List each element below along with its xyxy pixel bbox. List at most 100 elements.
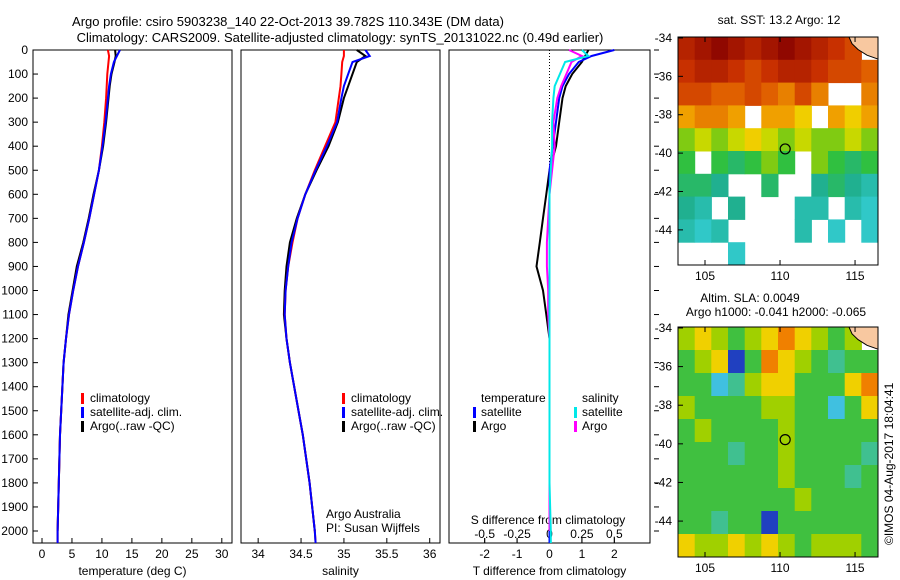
argo-australia-label: Argo Australia [326,507,401,521]
map-cell [744,396,762,420]
map-cell [794,327,812,351]
map-cell [678,105,696,129]
map-cell [744,373,762,397]
map-cell [711,419,729,443]
map-cell [728,419,746,443]
lon-tick-label: 115 [845,269,864,283]
map-cell [861,419,879,443]
map-cell [728,327,746,351]
legend-swatch [473,407,476,418]
series-line-salinity-satellite [548,49,591,543]
map-cell [761,373,779,397]
map-cell [828,396,846,420]
copyright-label: ©IMOS 04-Aug-2017 18:04:41 [882,382,896,545]
map-cell [811,534,829,558]
map-cell [744,488,762,512]
legend-label: climatology [351,391,411,405]
lat-tick-label: -44 [655,223,673,237]
map-cell [678,327,696,351]
map-cell [761,59,779,84]
pi-label: PI: Susan Wijffels [326,521,420,535]
map-cell [744,37,762,61]
map-cell [711,151,729,175]
y-tick-label: 500 [8,163,28,177]
map-cell [711,219,729,243]
map-cell [694,373,712,397]
map-cell [711,128,729,152]
y-tick-label: 900 [8,259,28,273]
lat-tick-label: -40 [655,437,673,451]
map-cell [711,396,729,420]
legend-swatch [81,421,84,432]
map-cell [711,465,729,489]
map-cell [794,442,812,466]
map-cell [828,37,846,61]
map-cell [861,534,879,558]
map-cell [828,419,846,443]
map-cell [811,82,829,106]
x-tick-label: 35.5 [375,547,399,561]
map-cell [694,488,712,512]
map-cell [844,105,862,129]
map-cell [778,151,796,175]
map-frame [677,326,879,558]
legend-swatch [574,407,577,418]
map-cell [861,82,879,106]
map-cell [711,534,729,558]
map-cell [728,196,746,220]
map-cell [794,373,812,397]
map-cell [728,442,746,466]
map-cell [811,128,829,152]
map-cell [678,173,696,198]
legend-header-temperature: temperature [481,391,546,405]
map-cell [844,59,862,84]
map-cell [744,534,762,558]
x-axis-label: temperature (deg C) [78,564,186,578]
map-cell [744,128,762,152]
map-cell [844,196,862,220]
map-cell [828,442,846,466]
map-cell [711,105,729,129]
map-cell [761,442,779,466]
map-cell [761,396,779,420]
map-cell [744,511,762,535]
map-cell [811,442,829,466]
map-cell [778,419,796,443]
map-cell [761,173,779,198]
map-cell [728,396,746,420]
map-cell [761,128,779,152]
x-tick-label: -2 [479,547,490,561]
legend-header-salinity: salinity [582,391,619,405]
map-cell [711,59,729,84]
map-cell [828,511,846,535]
lon-tick-label: 105 [695,269,715,283]
x-tick-label: 15 [125,547,139,561]
map-cell [744,82,762,106]
map-cell [794,219,812,243]
map-cell [744,442,762,466]
map-cell [844,128,862,152]
lat-tick-label: -40 [655,146,673,160]
map-cell [794,511,812,535]
map-cell [778,373,796,397]
map-cell [794,82,812,106]
map-cell [811,151,829,175]
map-cell [778,511,796,535]
map-cell [794,128,812,152]
y-tick-label: 2000 [1,524,28,538]
map-cell [728,350,746,374]
map-cell [761,82,779,106]
map-cell [711,327,729,351]
map-cell [861,173,879,198]
x-tick-label: 34.5 [289,547,313,561]
map-cell [694,82,712,106]
x-tick-label: 1 [579,547,586,561]
map-cell [811,488,829,512]
map-cell [828,350,846,374]
map-cell [861,442,879,466]
x-tick-label: 0 [39,547,46,561]
map-cell [694,128,712,152]
x-tick-label: 25 [185,547,199,561]
map-cell [811,396,829,420]
legend-swatch [342,407,345,418]
